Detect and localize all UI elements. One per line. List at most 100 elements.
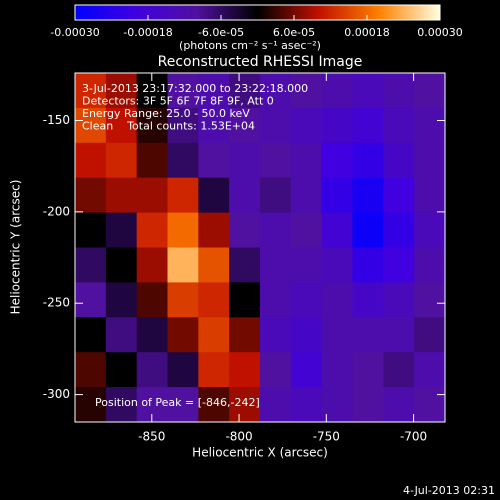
- x-tick-label: -800: [225, 430, 252, 444]
- cell: [414, 352, 446, 388]
- cell: [260, 177, 292, 214]
- cell: [383, 107, 415, 144]
- cell: [352, 282, 384, 318]
- cell: [260, 387, 292, 423]
- cell: [136, 142, 168, 179]
- cell: [414, 387, 446, 423]
- colorbar-tick-label: -0.00018: [123, 26, 172, 39]
- cell: [414, 317, 446, 353]
- cell: [136, 282, 168, 318]
- cell: [198, 142, 230, 179]
- cell: [167, 212, 199, 248]
- cell: [75, 212, 107, 248]
- cell: [198, 387, 230, 423]
- cell: [167, 317, 199, 353]
- cell: [198, 282, 230, 318]
- cell: [198, 317, 230, 353]
- annotation: Clean Total counts: 1.53E+04: [82, 120, 255, 133]
- y-tick-label: -150: [43, 113, 70, 127]
- cell: [321, 107, 353, 144]
- cell: [290, 282, 323, 318]
- cell: [198, 352, 230, 388]
- cell: [167, 107, 199, 144]
- cell: [198, 73, 230, 109]
- cell: [321, 73, 353, 109]
- cell: [105, 317, 138, 353]
- annotation: 3-Jul-2013 23:17:32.000 to 23:22:18.000: [82, 82, 308, 95]
- x-tick-label: -850: [138, 430, 165, 444]
- annotation: Energy Range: 25.0 - 50.0 keV: [82, 107, 250, 120]
- cell: [321, 352, 353, 388]
- cell: [105, 212, 138, 248]
- cell: [105, 73, 138, 109]
- cell: [321, 282, 353, 318]
- cell: [75, 247, 107, 283]
- colorbar-tick-label: -0.00030: [50, 26, 99, 39]
- x-axis-label: Heliocentric X (arcsec): [192, 446, 328, 460]
- cell: [414, 212, 446, 248]
- cell: [136, 247, 168, 283]
- cell: [321, 142, 353, 179]
- cell: [260, 317, 292, 353]
- cell: [383, 317, 415, 353]
- cell: [105, 107, 138, 144]
- cell: [260, 212, 292, 248]
- cell: [198, 177, 230, 214]
- cell: [229, 317, 261, 353]
- cell: [352, 142, 384, 179]
- cell: [321, 177, 353, 214]
- cell: [290, 177, 323, 214]
- cell: [136, 317, 168, 353]
- cell: [383, 73, 415, 109]
- y-tick-label: -300: [43, 387, 70, 401]
- cell: [136, 212, 168, 248]
- cell: [105, 282, 138, 318]
- cell: [260, 73, 292, 109]
- cell: [414, 107, 446, 144]
- colorbar: [74, 4, 441, 21]
- cell: [414, 177, 446, 214]
- plot-frame: [74, 72, 446, 423]
- cell: [290, 142, 323, 179]
- cell: [75, 107, 107, 144]
- colorbar-label: (photons cm⁻² s⁻¹ asec⁻²): [179, 39, 321, 52]
- cell: [75, 282, 107, 318]
- cell: [321, 317, 353, 353]
- cell: [290, 317, 323, 353]
- cell: [352, 177, 384, 214]
- cell: [383, 177, 415, 214]
- cell: [198, 212, 230, 248]
- cell: [229, 177, 261, 214]
- cell: [352, 317, 384, 353]
- cell: [414, 142, 446, 179]
- cell: [136, 387, 168, 423]
- cell: [383, 142, 415, 179]
- peak-label: Position of Peak = [-846,-242]: [95, 396, 260, 409]
- cell: [229, 142, 261, 179]
- cell: [229, 282, 261, 318]
- cell: [75, 73, 107, 109]
- cell: [260, 107, 292, 144]
- cell: [136, 177, 168, 214]
- cell: [352, 387, 384, 423]
- y-tick-label: -250: [43, 296, 70, 310]
- cell: [105, 352, 138, 388]
- cell: [290, 73, 323, 109]
- cell: [260, 282, 292, 318]
- cell: [383, 282, 415, 318]
- cell: [352, 73, 384, 109]
- cell: [167, 352, 199, 388]
- cell: [229, 247, 261, 283]
- cell: [414, 73, 446, 109]
- x-tick-label: -700: [400, 430, 427, 444]
- colorbar-tick-label: 0.00030: [417, 26, 463, 39]
- cell: [290, 247, 323, 283]
- cell: [136, 73, 168, 109]
- cell: [229, 73, 261, 109]
- cell: [167, 282, 199, 318]
- cell: [229, 352, 261, 388]
- cell: [352, 107, 384, 144]
- cell: [352, 247, 384, 283]
- footer: 4-Jul-2013 02:31: [403, 484, 495, 497]
- cell: [229, 387, 261, 423]
